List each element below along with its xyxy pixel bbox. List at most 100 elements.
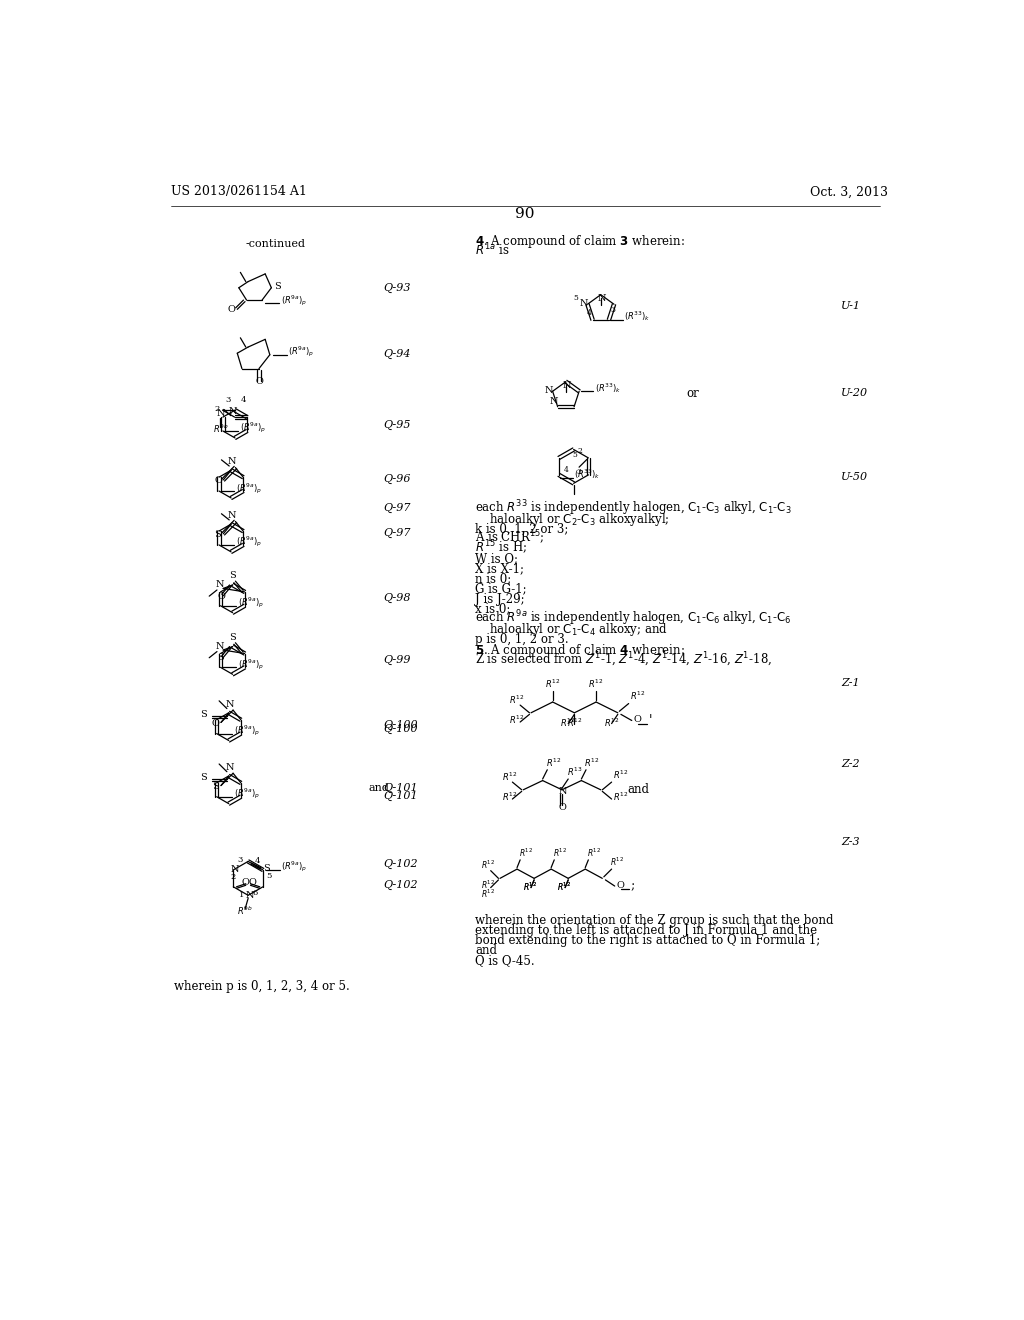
Text: $R^{12}$: $R^{12}$ <box>523 880 538 892</box>
Text: 4: 4 <box>587 309 591 317</box>
Text: $(R^{33})_k$: $(R^{33})_k$ <box>625 309 651 323</box>
Text: $R^{12}$: $R^{12}$ <box>613 768 629 781</box>
Text: $R^{12}$: $R^{12}$ <box>523 880 538 892</box>
Text: O: O <box>633 715 641 725</box>
Text: S: S <box>214 529 221 539</box>
Text: $(R^{9a})_p$: $(R^{9a})_p$ <box>282 859 307 874</box>
Text: x is 0;: x is 0; <box>475 603 511 615</box>
Text: Z is selected from $Z^1$-1, $Z^1$-4, $Z^1$-14, $Z^1$-16, $Z^1$-18,: Z is selected from $Z^1$-1, $Z^1$-4, $Z^… <box>475 651 772 669</box>
Text: Q-100: Q-100 <box>384 725 419 734</box>
Text: $R^{12}$: $R^{12}$ <box>589 677 604 690</box>
Text: 2: 2 <box>215 405 220 413</box>
Text: S: S <box>263 863 270 873</box>
Text: $R^{12}$: $R^{12}$ <box>481 859 496 871</box>
Text: p is 0, 1, 2 or 3.: p is 0, 1, 2 or 3. <box>475 632 568 645</box>
Text: bond extending to the right is attached to Q in Formula 1;: bond extending to the right is attached … <box>475 933 820 946</box>
Text: $R^{13}$: $R^{13}$ <box>566 766 583 777</box>
Text: each $R^{9a}$ is independently halogen, $\mathrm{C_1}$-$\mathrm{C_6}$ alkyl, $\m: each $R^{9a}$ is independently halogen, … <box>475 609 792 628</box>
Text: Oct. 3, 2013: Oct. 3, 2013 <box>810 185 888 198</box>
Text: 4: 4 <box>241 396 247 404</box>
Text: 5: 5 <box>573 293 579 302</box>
Text: $R^{12}$: $R^{12}$ <box>502 791 517 803</box>
Text: $(R^{9a})_p$: $(R^{9a})_p$ <box>237 480 262 495</box>
Text: $(R^{9a})_p$: $(R^{9a})_p$ <box>240 421 266 436</box>
Text: $\mathbf{4}$. A compound of claim $\mathbf{3}$ wherein:: $\mathbf{4}$. A compound of claim $\math… <box>475 232 685 249</box>
Text: S: S <box>229 632 236 642</box>
Text: U-20: U-20 <box>841 388 868 397</box>
Text: n is 0;: n is 0; <box>475 573 511 586</box>
Text: -continued: -continued <box>246 239 305 249</box>
Text: Q-93: Q-93 <box>384 282 412 293</box>
Text: and: and <box>369 783 389 793</box>
Text: $(R^{9a})_p$: $(R^{9a})_p$ <box>237 535 262 549</box>
Text: $R^{12}$: $R^{12}$ <box>553 846 567 859</box>
Text: $R^{12}$: $R^{12}$ <box>481 879 496 891</box>
Text: Q is Q-45.: Q is Q-45. <box>475 954 535 966</box>
Text: $R^{12}$: $R^{12}$ <box>560 717 575 729</box>
Text: $R^{12}$: $R^{12}$ <box>502 770 517 783</box>
Text: S: S <box>274 281 282 290</box>
Text: S: S <box>200 774 207 783</box>
Text: Q-94: Q-94 <box>384 348 412 359</box>
Text: Q-100: Q-100 <box>384 721 419 730</box>
Text: O: O <box>212 718 219 727</box>
Text: 2: 2 <box>230 873 236 882</box>
Text: 3: 3 <box>577 469 582 477</box>
Text: 3: 3 <box>610 306 615 314</box>
Text: ': ' <box>649 714 652 726</box>
Text: Q-101: Q-101 <box>384 783 419 793</box>
Text: $(R^{33})_k$: $(R^{33})_k$ <box>595 381 622 395</box>
Text: O: O <box>559 803 566 812</box>
Text: $R^{12}$: $R^{12}$ <box>585 756 600 768</box>
Text: O: O <box>217 591 225 601</box>
Text: Q-97: Q-97 <box>384 528 412 537</box>
Text: S: S <box>217 653 224 663</box>
Text: $R^{12}$: $R^{12}$ <box>518 846 532 859</box>
Text: O: O <box>227 305 236 314</box>
Text: $R^{12}$: $R^{12}$ <box>546 756 561 768</box>
Text: $R^{15}$ is H;: $R^{15}$ is H; <box>475 539 527 557</box>
Text: $R^{12}$: $R^{12}$ <box>587 846 601 859</box>
Text: US 2013/0261154 A1: US 2013/0261154 A1 <box>171 185 306 198</box>
Text: and: and <box>627 783 649 796</box>
Text: $(R^{9a})_p$: $(R^{9a})_p$ <box>233 787 260 801</box>
Text: Q-96: Q-96 <box>384 474 412 484</box>
Text: Z-1: Z-1 <box>841 678 859 688</box>
Text: Z-3: Z-3 <box>841 837 859 847</box>
Text: 5: 5 <box>266 871 271 879</box>
Text: 5: 5 <box>572 451 577 459</box>
Text: $\mathbf{5}$. A compound of claim $\mathbf{4}$ wherein:: $\mathbf{5}$. A compound of claim $\math… <box>475 643 685 659</box>
Text: each $R^{33}$ is independently halogen, $\mathrm{C_1}$-$\mathrm{C_3}$ alkyl, $\m: each $R^{33}$ is independently halogen, … <box>475 499 792 519</box>
Text: $R^{9b}$: $R^{9b}$ <box>238 906 253 917</box>
Text: $(R^{9a})_p$: $(R^{9a})_p$ <box>233 723 260 738</box>
Text: $(R^{9a})_p$: $(R^{9a})_p$ <box>289 345 314 359</box>
Text: 6: 6 <box>252 888 257 896</box>
Text: N: N <box>225 700 233 709</box>
Text: Q-99: Q-99 <box>384 655 412 665</box>
Text: U-1: U-1 <box>841 301 861 310</box>
Text: N: N <box>225 763 233 772</box>
Text: wherein p is 0, 1, 2, 3, 4 or 5.: wherein p is 0, 1, 2, 3, 4 or 5. <box>174 979 350 993</box>
Text: $R^{12}$: $R^{12}$ <box>481 888 496 900</box>
Text: 1: 1 <box>239 891 244 899</box>
Text: $R^{12}$: $R^{12}$ <box>545 677 560 690</box>
Text: N: N <box>227 511 237 520</box>
Text: Q-102: Q-102 <box>384 879 419 890</box>
Text: S: S <box>212 781 218 791</box>
Text: $(R^{33})_k$: $(R^{33})_k$ <box>574 467 601 482</box>
Text: N: N <box>215 642 224 651</box>
Text: S: S <box>200 710 207 719</box>
Text: O: O <box>242 878 250 887</box>
Text: J is J-29;: J is J-29; <box>475 593 525 606</box>
Text: N: N <box>228 407 237 416</box>
Text: Q-97: Q-97 <box>384 503 412 513</box>
Text: $R^{12}$: $R^{12}$ <box>509 713 524 726</box>
Text: ;: ; <box>630 879 635 892</box>
Text: $R^{12}$: $R^{12}$ <box>613 791 629 803</box>
Text: U-50: U-50 <box>841 473 868 482</box>
Text: $R^{1a}$ is: $R^{1a}$ is <box>475 242 510 259</box>
Text: 3: 3 <box>238 857 243 865</box>
Text: X is X-1;: X is X-1; <box>475 562 524 576</box>
Text: extending to the left is attached to J in Formula 1 and the: extending to the left is attached to J i… <box>475 924 817 937</box>
Text: N: N <box>580 298 588 308</box>
